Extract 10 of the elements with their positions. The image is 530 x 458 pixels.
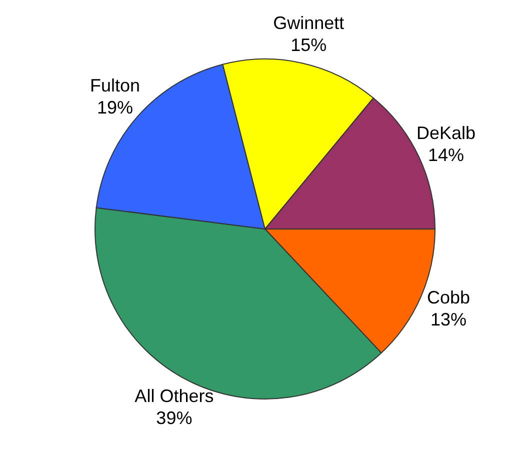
data-label: 19% (96, 98, 133, 118)
data-label: 39% (156, 408, 192, 428)
slice-label: Fulton (90, 76, 140, 96)
slice-label: DeKalb (416, 122, 476, 143)
data-label: 14% (428, 144, 464, 165)
data-label: 15% (290, 34, 327, 55)
data-label: 13% (430, 309, 467, 330)
slice-label: Cobb (427, 287, 470, 308)
slice-label: Gwinnett (273, 12, 344, 33)
slice-label: All Others (134, 386, 214, 406)
